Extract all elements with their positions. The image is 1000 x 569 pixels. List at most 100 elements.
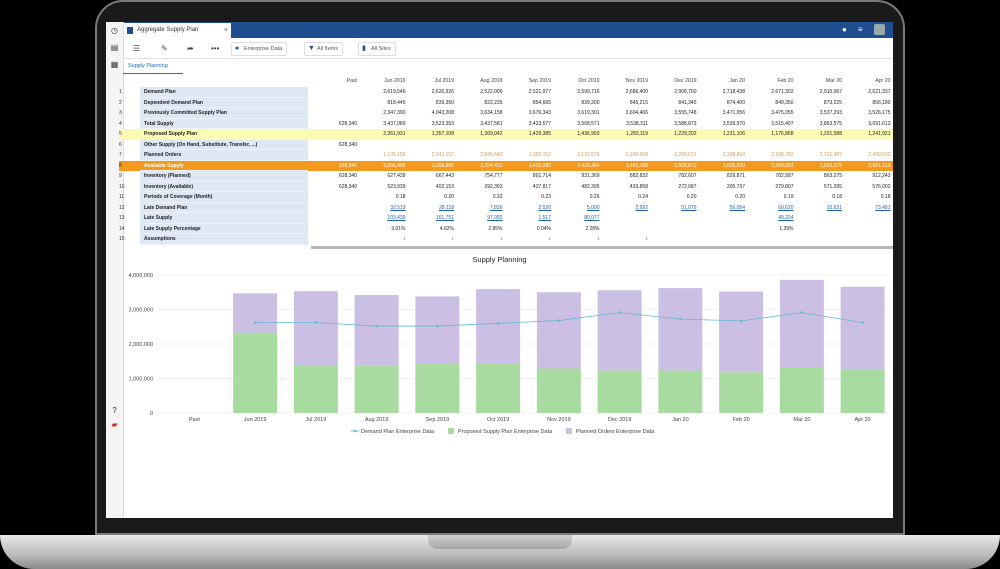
- column-header[interactable]: Oct 2019: [578, 78, 600, 84]
- tab-supply-planning[interactable]: Supply Planning: [128, 63, 168, 69]
- table-cell[interactable]: 0.22: [492, 194, 503, 200]
- table-cell[interactable]: 822,235: [484, 99, 503, 106]
- point-demand-plan[interactable]: [557, 319, 561, 322]
- table-cell[interactable]: 272,687: [678, 183, 697, 190]
- avatar[interactable]: [874, 24, 885, 35]
- table-cell[interactable]: 3,604,406: [625, 110, 648, 116]
- table-cell[interactable]: 1,176,868: [771, 131, 794, 137]
- legend-label[interactable]: Demand Plan Enterprise Data: [361, 429, 435, 435]
- table-cell[interactable]: 3,634,158: [480, 110, 503, 116]
- table-cell[interactable]: 801,714: [532, 173, 551, 179]
- column-header[interactable]: Past: [346, 78, 357, 84]
- table-cell[interactable]: 2,361,931: [383, 131, 406, 137]
- table-cell[interactable]: 1,956,152: [528, 152, 551, 158]
- all-sites-button[interactable]: ▮ All Sites: [358, 42, 396, 56]
- bar-proposed-supply[interactable]: [354, 365, 399, 413]
- table-cell[interactable]: ↕: [645, 236, 649, 242]
- bar-planned-orders[interactable]: [597, 290, 642, 371]
- table-cell[interactable]: 49,224: [778, 215, 794, 221]
- table-cell[interactable]: 2,671,302: [771, 89, 794, 95]
- table-cell[interactable]: 1.39%: [779, 225, 794, 232]
- table-cell[interactable]: 3,499,683: [771, 162, 794, 169]
- table-cell[interactable]: 402,153: [435, 183, 454, 190]
- table-cell[interactable]: 0.04%: [536, 225, 551, 232]
- table-cell[interactable]: 2,686,400: [625, 89, 648, 95]
- table-cell[interactable]: 80,077: [584, 215, 600, 221]
- tab-aggregate-supply-plan[interactable]: Aggregate Supply Plan ×: [123, 23, 231, 38]
- table-cell[interactable]: 3,508,873: [674, 162, 697, 169]
- table-cell[interactable]: 882,832: [629, 173, 648, 179]
- table-cell[interactable]: 4,043,208: [431, 110, 454, 116]
- table-cell[interactable]: 0.24: [638, 194, 648, 200]
- bar-planned-orders[interactable]: [658, 288, 703, 371]
- more-icon[interactable]: •••: [211, 44, 220, 53]
- column-header[interactable]: Jul 2019: [434, 78, 454, 84]
- table-cell[interactable]: 576,002: [872, 183, 891, 190]
- table-cell[interactable]: 2,142,157: [431, 152, 454, 158]
- table-cell[interactable]: 305,737: [726, 183, 745, 190]
- table-cell[interactable]: 874,400: [726, 99, 745, 106]
- table-cell[interactable]: 482,395: [581, 183, 600, 190]
- table-cell[interactable]: 15,631: [826, 204, 842, 211]
- table-cell[interactable]: 3,432,080: [528, 162, 551, 169]
- point-demand-plan[interactable]: [679, 317, 682, 321]
- table-cell[interactable]: 628,340: [338, 183, 357, 190]
- table-cell[interactable]: 2,620,926: [431, 89, 454, 95]
- flag-icon[interactable]: ▰: [111, 420, 118, 429]
- bar-planned-orders[interactable]: [840, 286, 885, 370]
- table-cell[interactable]: 3,288,880: [431, 162, 454, 169]
- row-label[interactable]: Dependent Demand Plan: [140, 97, 308, 108]
- legend-label[interactable]: Planned Orders Enterprise Data: [576, 429, 655, 435]
- point-demand-plan[interactable]: [800, 311, 804, 314]
- bar-proposed-supply[interactable]: [233, 332, 278, 413]
- table-cell[interactable]: 782,607: [678, 173, 697, 179]
- bar-proposed-supply[interactable]: [719, 372, 764, 413]
- table-cell[interactable]: 856,180: [872, 99, 891, 106]
- table-cell[interactable]: 3,568,571: [577, 120, 600, 127]
- table-cell[interactable]: 3.01%: [391, 225, 406, 232]
- table-cell[interactable]: 1,135,158: [383, 152, 406, 158]
- row-label[interactable]: Available Supply: [140, 160, 308, 171]
- table-cell[interactable]: 1,369,042: [480, 131, 503, 137]
- table-cell[interactable]: 433,858: [629, 183, 648, 190]
- table-cell[interactable]: 51,079: [681, 204, 697, 211]
- table-cell[interactable]: 2,619,546: [383, 89, 406, 95]
- table-cell[interactable]: 3,619,301: [577, 110, 600, 116]
- bar-planned-orders[interactable]: [354, 295, 399, 366]
- table-cell[interactable]: 3,588,873: [674, 120, 697, 127]
- table-cell[interactable]: 3,515,407: [771, 120, 794, 127]
- clock-icon[interactable]: ◷: [111, 26, 118, 35]
- table-cell[interactable]: 97,092: [487, 215, 503, 221]
- row-label[interactable]: Late Supply Percentage: [140, 223, 308, 234]
- point-demand-plan[interactable]: [375, 324, 378, 328]
- table-cell[interactable]: 2,209,671: [674, 152, 697, 158]
- table-cell[interactable]: 571,285: [823, 183, 842, 190]
- row-label[interactable]: Late Demand Plan: [140, 202, 308, 213]
- table-cell[interactable]: 0.26: [589, 194, 600, 200]
- bar-proposed-supply[interactable]: [536, 368, 581, 413]
- table-cell[interactable]: ↕: [548, 236, 552, 242]
- table-cell[interactable]: 3,555,748: [674, 110, 697, 116]
- bar-proposed-supply[interactable]: [476, 362, 521, 413]
- table-cell[interactable]: 3,605,900: [722, 162, 745, 169]
- bar-planned-orders[interactable]: [415, 296, 460, 365]
- close-icon[interactable]: ×: [223, 27, 228, 34]
- notification-icon[interactable]: ●: [842, 25, 847, 34]
- table-cell[interactable]: 28,118: [439, 204, 454, 211]
- table-cell[interactable]: 3,437,089: [383, 120, 406, 127]
- table-cell[interactable]: 2,347,390: [383, 110, 406, 116]
- table-cell[interactable]: 3,681,613: [868, 162, 891, 169]
- table-cell[interactable]: 628,340: [338, 173, 357, 179]
- pane-splitter[interactable]: [311, 246, 893, 249]
- row-label[interactable]: Demand Plan: [140, 87, 308, 98]
- table-cell[interactable]: 0.18: [395, 194, 406, 200]
- row-label[interactable]: Proposed Supply Plan: [140, 129, 308, 140]
- table-cell[interactable]: 782,997: [775, 173, 794, 179]
- legend-label[interactable]: Proposed Supply Plan Enterprise Data: [458, 429, 553, 435]
- table-cell[interactable]: 161,751: [435, 215, 454, 221]
- all-items-button[interactable]: ▼ All Items: [304, 42, 344, 56]
- table-cell[interactable]: 1,357,108: [431, 131, 454, 137]
- table-cell[interactable]: 1,436,993: [577, 131, 600, 137]
- table-cell[interactable]: 2,908,700: [674, 89, 697, 95]
- table-cell[interactable]: 0.19: [783, 194, 794, 200]
